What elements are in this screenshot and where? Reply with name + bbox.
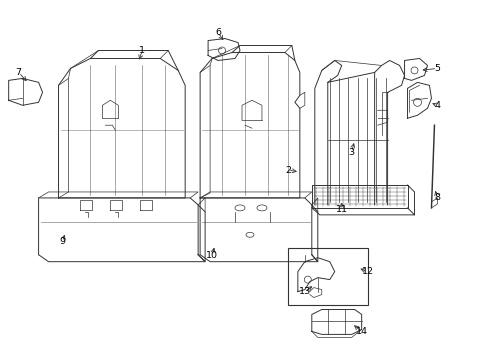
Text: 12: 12 [361, 267, 373, 276]
Text: 8: 8 [433, 193, 440, 202]
Text: 6: 6 [215, 28, 221, 37]
Text: 4: 4 [433, 101, 440, 110]
Text: 5: 5 [433, 64, 440, 73]
Text: 14: 14 [355, 327, 367, 336]
Bar [287, 248, 367, 305]
Text: 13: 13 [298, 287, 310, 296]
Text: 2: 2 [285, 166, 290, 175]
Text: 11: 11 [335, 206, 347, 215]
Text: 3: 3 [348, 148, 354, 157]
Text: 10: 10 [205, 251, 218, 260]
Text: 1: 1 [139, 46, 145, 55]
Text: 9: 9 [60, 237, 65, 246]
Text: 7: 7 [16, 68, 21, 77]
